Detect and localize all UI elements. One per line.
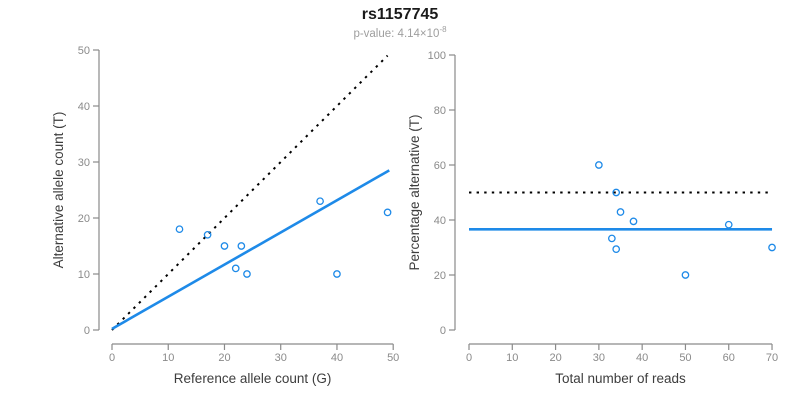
- data-point: [612, 245, 621, 253]
- y-tick-label: 100: [428, 50, 446, 62]
- p-value-text: p-value: 4.14×10: [353, 27, 440, 40]
- x-tick-label: 20: [218, 352, 230, 364]
- x-tick-label: 30: [593, 352, 605, 364]
- data-point: [237, 242, 246, 250]
- x-tick-label: 30: [275, 352, 287, 364]
- plot-subtitle: p-value: 4.14×10-8: [0, 25, 800, 40]
- data-point: [681, 271, 690, 279]
- y-tick-label: 10: [78, 269, 90, 281]
- data-point: [629, 217, 638, 226]
- data-point: [608, 234, 616, 243]
- x-tick-label: 20: [549, 352, 561, 364]
- data-point: [383, 208, 392, 217]
- x-tick-label: 70: [766, 352, 778, 364]
- data-point: [231, 264, 240, 273]
- data-point: [220, 242, 229, 250]
- fit-line: [111, 169, 390, 331]
- data-point: [203, 230, 212, 239]
- plot-percentage-alternative: 0 10 20 30 40 50 60 70 0 20 40 60 80 100 Percentage al…: [407, 50, 778, 386]
- plot-title: rs1157745: [361, 6, 439, 23]
- x-tick-label: 60: [723, 352, 735, 364]
- identity-line: [111, 54, 389, 331]
- x-tick-label: 10: [506, 352, 518, 364]
- data-point: [768, 243, 776, 252]
- x-tick-label: 0: [466, 352, 472, 364]
- y-tick-label: 20: [434, 270, 446, 282]
- y-tick-label: 50: [78, 45, 90, 57]
- x-tick-label: 0: [109, 352, 115, 364]
- x-tick-label: 50: [387, 352, 399, 364]
- x-tick-label: 10: [162, 352, 174, 364]
- x-tick-label: 50: [679, 352, 691, 364]
- y-tick-label: 40: [78, 101, 90, 113]
- x-axis-label: Reference allele count (G): [174, 371, 332, 386]
- data-point: [316, 197, 324, 206]
- data-point: [595, 161, 603, 169]
- data-point: [724, 220, 733, 229]
- x-axis-label: Total number of reads: [555, 371, 686, 386]
- y-tick-label: 30: [78, 157, 90, 169]
- y-axis-label: Percentage alternative (T): [407, 114, 422, 270]
- y-tick-label: 0: [440, 325, 446, 337]
- x-tick-label: 40: [331, 352, 343, 364]
- y-tick-label: 20: [78, 213, 90, 225]
- x-tick-label: 40: [636, 352, 648, 364]
- p-value-exponent: -8: [439, 25, 447, 34]
- data-point: [175, 225, 184, 234]
- data-point: [612, 188, 621, 197]
- data-point: [333, 270, 341, 278]
- y-tick-label: 0: [84, 325, 90, 337]
- y-tick-label: 40: [434, 215, 446, 227]
- y-tick-label: 60: [434, 160, 446, 172]
- plot-allele-counts: 0 10 20 30 40 50 0 10 20 30 40 50 Alternative allele…: [51, 45, 399, 386]
- y-tick-label: 80: [434, 105, 446, 117]
- data-point: [243, 270, 251, 278]
- data-point: [616, 208, 625, 216]
- y-axis-label: Alternative allele count (T): [51, 112, 66, 269]
